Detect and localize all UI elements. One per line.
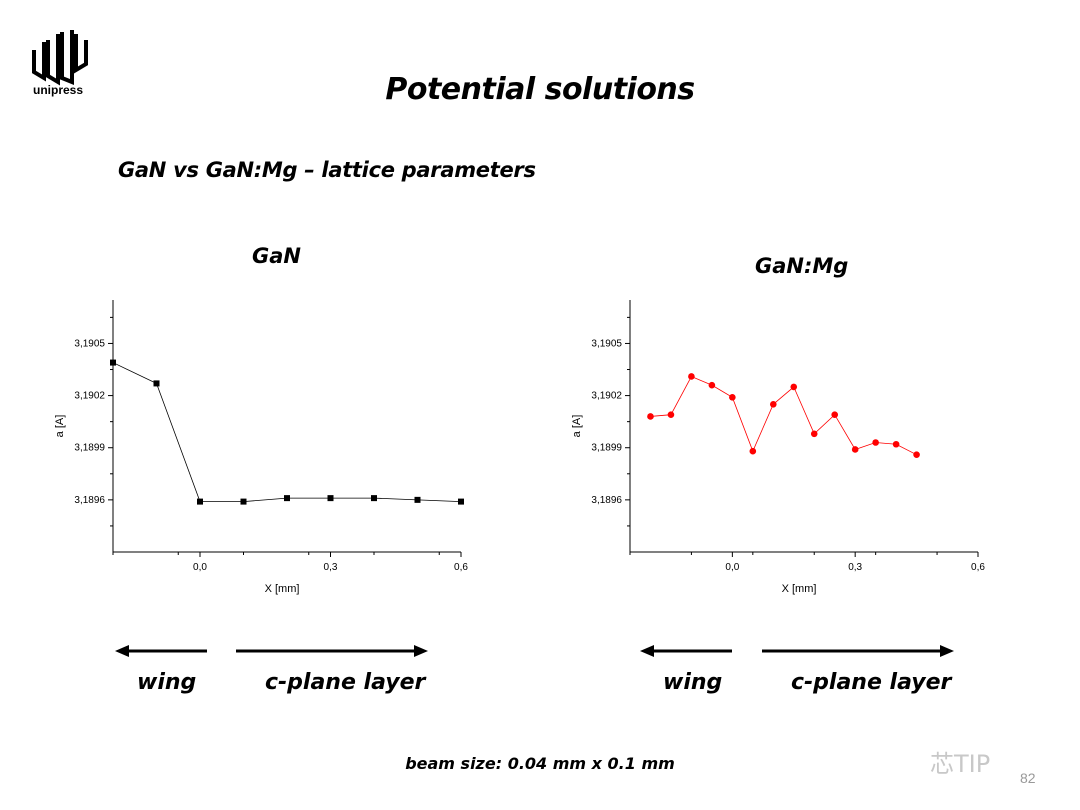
- y-tick-label: 3,1905: [591, 338, 622, 349]
- chart-ganmg: 3,1896 3,1899 3,1902 3,1905 0,0 0,3 0,6 X [mm] a…: [571, 300, 985, 595]
- y-axis-label: a [A]: [54, 415, 66, 438]
- data-point: [327, 495, 334, 502]
- y-tick-label: 3,1896: [591, 495, 622, 506]
- data-point: [913, 451, 920, 458]
- wing-arrow-left: [115, 645, 207, 657]
- data-point: [647, 413, 654, 420]
- y-tick-label: 3,1902: [74, 391, 105, 402]
- y-tick-label: 3,1902: [591, 391, 622, 402]
- data-point: [371, 495, 377, 502]
- chart-gan: 3,1896 3,1899 3,1902 3,1905 0,0 0,3 0,6 X [mm] a…: [54, 300, 468, 595]
- cplane-arrow-left: [236, 645, 428, 657]
- data-point: [667, 411, 675, 419]
- cplane-arrow-right: [762, 645, 954, 657]
- data-point: [872, 439, 879, 446]
- wing-arrow-right: [640, 645, 732, 657]
- y-tick-label: 3,1899: [74, 443, 105, 454]
- cplane-label-right: c-plane layer: [791, 670, 952, 695]
- chart-title-gan: GaN: [252, 244, 301, 268]
- slide-title: Potential solutions: [385, 72, 695, 107]
- slide-subtitle: GaN vs GaN:Mg – lattice parameters: [118, 158, 536, 182]
- chart-title-ganmg: GaN:Mg: [755, 254, 849, 278]
- unipress-logo: [32, 30, 88, 86]
- data-point: [831, 411, 839, 419]
- data-point: [790, 383, 798, 391]
- x-tick-label: 0,6: [971, 562, 985, 573]
- beam-size-note: beam size: 0.04 mm x 0.1 mm: [405, 754, 675, 773]
- data-point: [458, 498, 464, 505]
- x-axis-label: X [mm]: [265, 583, 300, 595]
- data-point: [729, 394, 736, 401]
- watermark: 芯TIP: [930, 750, 991, 778]
- wing-label-left: wing: [137, 670, 197, 695]
- data-point: [892, 440, 900, 448]
- data-point: [197, 498, 203, 505]
- series-line: [112, 362, 462, 503]
- data-point: [810, 430, 818, 438]
- x-tick-label: 0,0: [725, 562, 739, 573]
- data-point: [708, 381, 716, 389]
- data-point: [240, 498, 247, 505]
- y-tick-label: 3,1899: [591, 443, 622, 454]
- data-point: [153, 380, 160, 387]
- x-axis-label: X [mm]: [782, 583, 817, 595]
- wing-label-right: wing: [663, 670, 723, 695]
- x-tick-label: 0,6: [454, 562, 468, 573]
- data-point: [110, 359, 116, 366]
- y-axis-label: a [A]: [571, 415, 583, 438]
- x-tick-label: 0,0: [193, 562, 207, 573]
- page-number: 82: [1020, 770, 1036, 786]
- series-line: [650, 375, 917, 456]
- x-tick-label: 0,3: [848, 562, 862, 573]
- y-tick-label: 3,1896: [74, 495, 105, 506]
- x-tick-label: 0,3: [324, 562, 338, 573]
- data-point: [769, 400, 777, 408]
- data-point: [414, 496, 421, 503]
- cplane-label-left: c-plane layer: [265, 670, 426, 695]
- logo-text: unipress: [33, 83, 84, 97]
- y-tick-label: 3,1905: [74, 338, 105, 349]
- data-point: [749, 447, 757, 455]
- data-point: [688, 373, 695, 380]
- data-point: [284, 495, 290, 502]
- data-point: [851, 446, 859, 453]
